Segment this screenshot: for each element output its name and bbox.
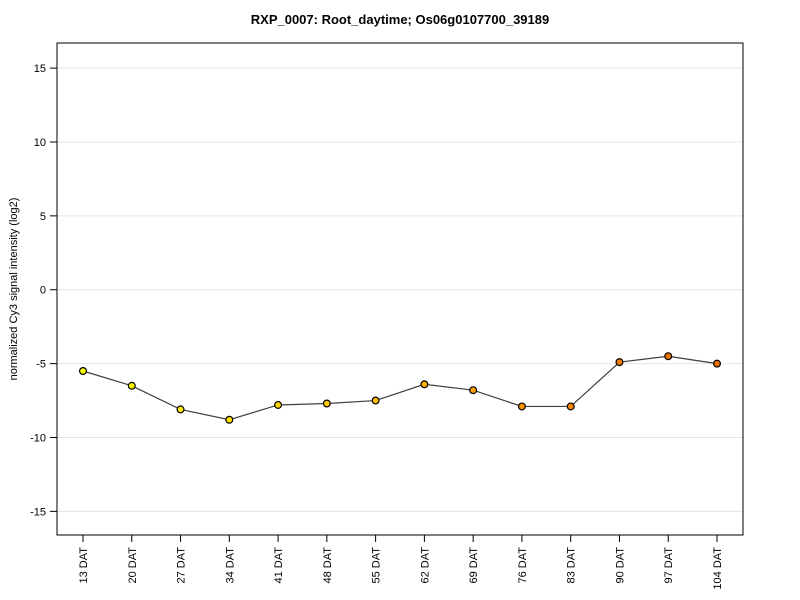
y-tick-label: 10 xyxy=(34,137,46,149)
y-tick-label: -15 xyxy=(30,506,46,518)
x-tick-label: 76 DAT xyxy=(517,547,529,584)
x-tick-label: 20 DAT xyxy=(127,547,139,584)
x-tick-label: 97 DAT xyxy=(663,547,675,584)
y-tick-label: 15 xyxy=(34,63,46,75)
data-point xyxy=(225,415,234,424)
data-point xyxy=(371,396,380,405)
y-tick-label: 0 xyxy=(40,285,46,297)
data-point xyxy=(664,352,673,361)
plot-box xyxy=(56,42,744,536)
y-axis-label: normalized Cy3 signal intensity (log2) xyxy=(8,198,20,381)
data-point xyxy=(712,359,721,368)
y-tick-label: 5 xyxy=(40,211,46,223)
x-tick-label: 55 DAT xyxy=(371,547,383,584)
data-point xyxy=(566,402,575,411)
x-tick-label: 62 DAT xyxy=(419,547,431,584)
x-tick-label: 48 DAT xyxy=(322,547,334,584)
data-point xyxy=(615,358,624,367)
y-tick-label: -5 xyxy=(36,359,46,371)
data-point xyxy=(127,381,136,390)
data-point xyxy=(322,399,331,408)
x-tick-label: 34 DAT xyxy=(224,547,236,584)
chart-title: RXP_0007: Root_daytime; Os06g0107700_391… xyxy=(250,12,550,27)
data-point xyxy=(420,380,429,389)
x-tick-label: 41 DAT xyxy=(273,547,285,584)
x-tick-label: 13 DAT xyxy=(78,547,90,584)
data-point xyxy=(176,405,185,414)
y-tick-label: -10 xyxy=(30,432,46,444)
data-point xyxy=(78,367,87,376)
x-tick-label: 69 DAT xyxy=(468,547,480,584)
data-point xyxy=(469,386,478,395)
x-tick-label: 27 DAT xyxy=(176,547,188,584)
data-line xyxy=(82,355,718,421)
data-point xyxy=(517,402,526,411)
x-tick-label: 83 DAT xyxy=(566,547,578,584)
x-tick-label: 90 DAT xyxy=(614,547,626,584)
x-tick-label: 104 DAT xyxy=(712,547,724,590)
data-point xyxy=(274,400,283,409)
